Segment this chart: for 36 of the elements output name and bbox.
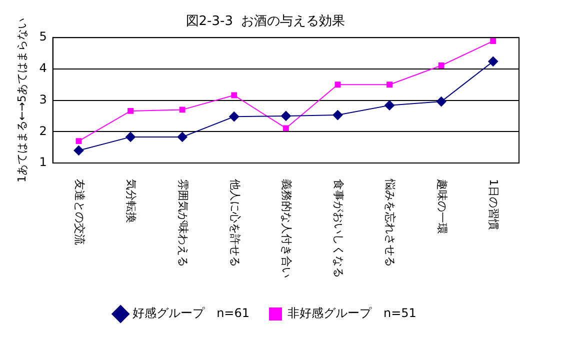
legend-label: 好感グループ n=61 xyxy=(132,306,250,320)
x-tick-label: 義務的な人付き合い xyxy=(280,179,294,278)
point xyxy=(436,96,446,107)
y-tick-label: 1 xyxy=(39,155,47,170)
point xyxy=(280,110,291,121)
point xyxy=(490,38,496,44)
point xyxy=(386,82,392,88)
point xyxy=(231,92,238,98)
point xyxy=(128,108,134,114)
point xyxy=(76,138,82,144)
y-tick-label: 3 xyxy=(39,92,47,106)
point xyxy=(282,125,289,132)
y-axis-title: 1あてはまる←→5あてはまらない xyxy=(15,18,28,183)
x-tick-label: 気分転換 xyxy=(124,179,138,223)
x-tick-label: 食事がおいしくなる xyxy=(332,179,345,278)
point xyxy=(488,56,498,66)
point xyxy=(384,100,395,110)
point xyxy=(334,82,341,88)
point xyxy=(177,132,188,142)
legend-label: 非好感グループ n=51 xyxy=(288,306,416,320)
point xyxy=(332,110,343,120)
x-tick-label: 悩みを忘れさせる xyxy=(384,178,397,267)
point xyxy=(179,106,186,113)
x-tick-label: 1日の習慣 xyxy=(487,179,500,230)
x-tick-label: 雰囲気が味わえる xyxy=(176,179,190,267)
point xyxy=(74,145,84,156)
x-tick-label: 友達との交流 xyxy=(72,179,86,245)
point xyxy=(438,62,444,68)
y-tick-label: 5 xyxy=(39,30,47,44)
y-tick-label: 2 xyxy=(39,124,47,138)
chart-title: 図2-3-3 お酒の与える効果 xyxy=(186,14,346,30)
point xyxy=(229,112,240,122)
point xyxy=(126,132,136,142)
x-tick-label: 趣味の一環 xyxy=(435,179,448,234)
x-tick-label: 他人に心を許せる xyxy=(228,179,242,267)
y-tick-label: 4 xyxy=(39,61,47,76)
